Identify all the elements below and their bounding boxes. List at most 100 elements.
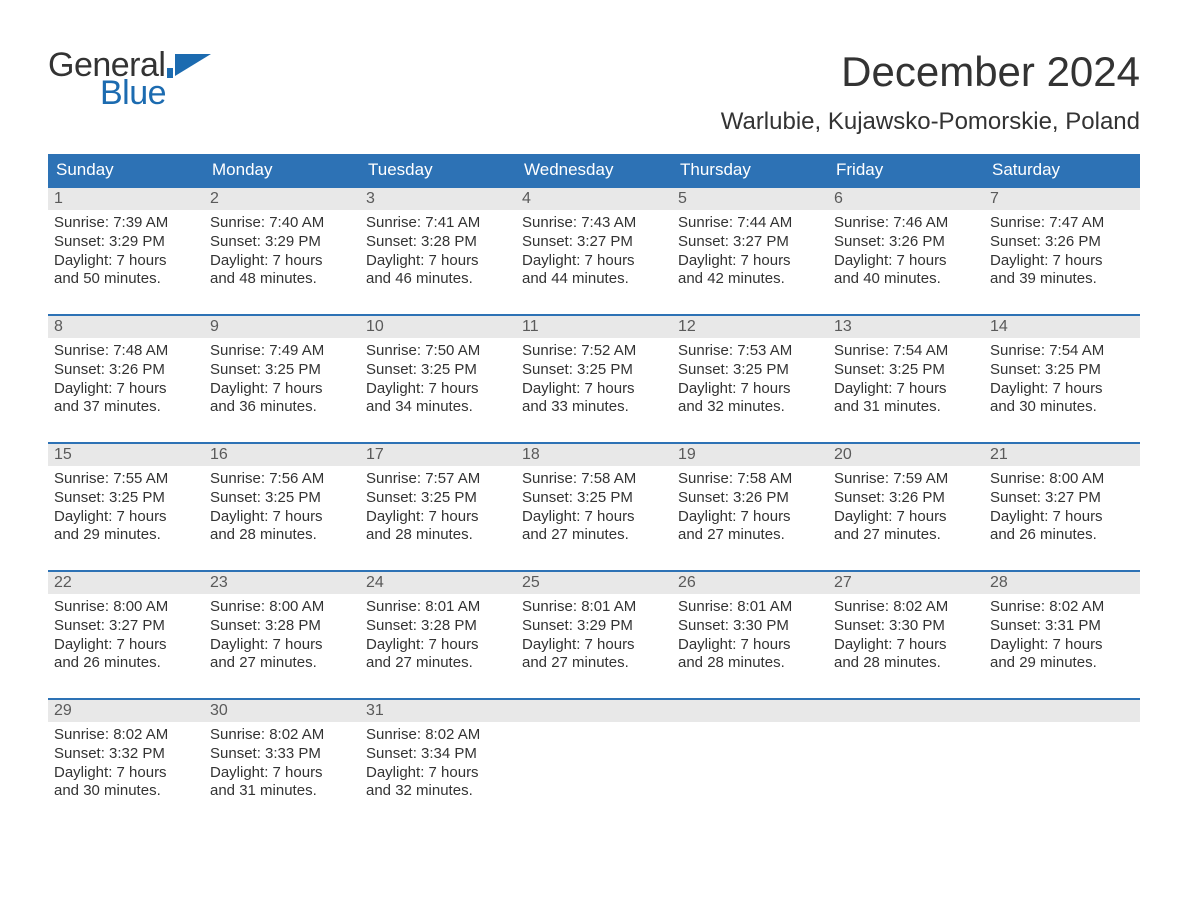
calendar-day — [516, 700, 672, 810]
day-details: Sunrise: 8:00 AMSunset: 3:27 PMDaylight:… — [984, 466, 1140, 547]
calendar-day: 13Sunrise: 7:54 AMSunset: 3:25 PMDayligh… — [828, 316, 984, 426]
day-details: Sunrise: 7:58 AMSunset: 3:25 PMDaylight:… — [516, 466, 672, 547]
daylight-line-2: and 42 minutes. — [678, 270, 822, 289]
sunrise-line: Sunrise: 7:58 AM — [678, 470, 822, 489]
calendar-day: 26Sunrise: 8:01 AMSunset: 3:30 PMDayligh… — [672, 572, 828, 682]
day-details: Sunrise: 7:40 AMSunset: 3:29 PMDaylight:… — [204, 210, 360, 291]
day-number: 6 — [828, 188, 984, 210]
sunset-line: Sunset: 3:27 PM — [990, 489, 1134, 508]
daylight-line-1: Daylight: 7 hours — [210, 636, 354, 655]
calendar-day: 9Sunrise: 7:49 AMSunset: 3:25 PMDaylight… — [204, 316, 360, 426]
daylight-line-1: Daylight: 7 hours — [366, 252, 510, 271]
sunrise-line: Sunrise: 7:52 AM — [522, 342, 666, 361]
sunrise-line: Sunrise: 8:01 AM — [522, 598, 666, 617]
sunset-line: Sunset: 3:25 PM — [678, 361, 822, 380]
daylight-line-1: Daylight: 7 hours — [834, 252, 978, 271]
calendar-day: 27Sunrise: 8:02 AMSunset: 3:30 PMDayligh… — [828, 572, 984, 682]
page-header: General Blue December 2024 Warlubie, Kuj… — [48, 48, 1140, 136]
day-number — [828, 700, 984, 722]
sunset-line: Sunset: 3:30 PM — [834, 617, 978, 636]
calendar-day: 22Sunrise: 8:00 AMSunset: 3:27 PMDayligh… — [48, 572, 204, 682]
day-details: Sunrise: 7:50 AMSunset: 3:25 PMDaylight:… — [360, 338, 516, 419]
daylight-line-2: and 50 minutes. — [54, 270, 198, 289]
sunrise-line: Sunrise: 7:49 AM — [210, 342, 354, 361]
sunrise-line: Sunrise: 7:40 AM — [210, 214, 354, 233]
daylight-line-1: Daylight: 7 hours — [834, 380, 978, 399]
dow-cell: Monday — [204, 154, 360, 186]
sunset-line: Sunset: 3:26 PM — [834, 233, 978, 252]
dow-cell: Friday — [828, 154, 984, 186]
day-number: 29 — [48, 700, 204, 722]
day-number: 17 — [360, 444, 516, 466]
sunrise-line: Sunrise: 8:00 AM — [210, 598, 354, 617]
sunrise-line: Sunrise: 8:02 AM — [834, 598, 978, 617]
sunset-line: Sunset: 3:29 PM — [54, 233, 198, 252]
calendar-day: 3Sunrise: 7:41 AMSunset: 3:28 PMDaylight… — [360, 188, 516, 298]
daylight-line-1: Daylight: 7 hours — [678, 508, 822, 527]
title-block: December 2024 Warlubie, Kujawsko-Pomorsk… — [721, 48, 1140, 136]
daylight-line-1: Daylight: 7 hours — [366, 508, 510, 527]
calendar-day: 2Sunrise: 7:40 AMSunset: 3:29 PMDaylight… — [204, 188, 360, 298]
sunset-line: Sunset: 3:25 PM — [834, 361, 978, 380]
sunset-line: Sunset: 3:30 PM — [678, 617, 822, 636]
day-number: 9 — [204, 316, 360, 338]
day-number: 21 — [984, 444, 1140, 466]
day-number: 7 — [984, 188, 1140, 210]
daylight-line-2: and 30 minutes. — [990, 398, 1134, 417]
month-title: December 2024 — [721, 48, 1140, 96]
sunrise-line: Sunrise: 7:50 AM — [366, 342, 510, 361]
day-number: 24 — [360, 572, 516, 594]
sunrise-line: Sunrise: 7:58 AM — [522, 470, 666, 489]
sunset-line: Sunset: 3:25 PM — [54, 489, 198, 508]
daylight-line-2: and 32 minutes. — [678, 398, 822, 417]
day-number: 28 — [984, 572, 1140, 594]
sunset-line: Sunset: 3:31 PM — [990, 617, 1134, 636]
dow-cell: Tuesday — [360, 154, 516, 186]
daylight-line-1: Daylight: 7 hours — [54, 252, 198, 271]
sunrise-line: Sunrise: 7:59 AM — [834, 470, 978, 489]
daylight-line-2: and 31 minutes. — [834, 398, 978, 417]
daylight-line-1: Daylight: 7 hours — [678, 636, 822, 655]
calendar-day: 28Sunrise: 8:02 AMSunset: 3:31 PMDayligh… — [984, 572, 1140, 682]
day-number: 30 — [204, 700, 360, 722]
daylight-line-2: and 27 minutes. — [522, 654, 666, 673]
sunset-line: Sunset: 3:29 PM — [522, 617, 666, 636]
daylight-line-2: and 39 minutes. — [990, 270, 1134, 289]
daylight-line-1: Daylight: 7 hours — [522, 252, 666, 271]
sunset-line: Sunset: 3:27 PM — [678, 233, 822, 252]
sunset-line: Sunset: 3:26 PM — [54, 361, 198, 380]
day-details: Sunrise: 7:53 AMSunset: 3:25 PMDaylight:… — [672, 338, 828, 419]
daylight-line-2: and 48 minutes. — [210, 270, 354, 289]
daylight-line-1: Daylight: 7 hours — [522, 636, 666, 655]
sunset-line: Sunset: 3:28 PM — [210, 617, 354, 636]
day-number: 18 — [516, 444, 672, 466]
day-number: 12 — [672, 316, 828, 338]
calendar-day: 29Sunrise: 8:02 AMSunset: 3:32 PMDayligh… — [48, 700, 204, 810]
sunrise-line: Sunrise: 7:47 AM — [990, 214, 1134, 233]
calendar-day: 31Sunrise: 8:02 AMSunset: 3:34 PMDayligh… — [360, 700, 516, 810]
day-number: 13 — [828, 316, 984, 338]
daylight-line-2: and 40 minutes. — [834, 270, 978, 289]
daylight-line-2: and 33 minutes. — [522, 398, 666, 417]
day-details: Sunrise: 7:59 AMSunset: 3:26 PMDaylight:… — [828, 466, 984, 547]
day-details: Sunrise: 7:54 AMSunset: 3:25 PMDaylight:… — [984, 338, 1140, 419]
day-details: Sunrise: 7:41 AMSunset: 3:28 PMDaylight:… — [360, 210, 516, 291]
sunset-line: Sunset: 3:26 PM — [678, 489, 822, 508]
daylight-line-2: and 44 minutes. — [522, 270, 666, 289]
daylight-line-1: Daylight: 7 hours — [210, 380, 354, 399]
day-number: 4 — [516, 188, 672, 210]
day-details: Sunrise: 7:55 AMSunset: 3:25 PMDaylight:… — [48, 466, 204, 547]
calendar-day: 5Sunrise: 7:44 AMSunset: 3:27 PMDaylight… — [672, 188, 828, 298]
day-details: Sunrise: 8:02 AMSunset: 3:31 PMDaylight:… — [984, 594, 1140, 675]
day-details: Sunrise: 7:54 AMSunset: 3:25 PMDaylight:… — [828, 338, 984, 419]
daylight-line-1: Daylight: 7 hours — [990, 636, 1134, 655]
daylight-line-1: Daylight: 7 hours — [990, 252, 1134, 271]
daylight-line-2: and 28 minutes. — [834, 654, 978, 673]
calendar-day: 12Sunrise: 7:53 AMSunset: 3:25 PMDayligh… — [672, 316, 828, 426]
sunset-line: Sunset: 3:33 PM — [210, 745, 354, 764]
day-details: Sunrise: 7:39 AMSunset: 3:29 PMDaylight:… — [48, 210, 204, 291]
daylight-line-2: and 27 minutes. — [678, 526, 822, 545]
sunrise-line: Sunrise: 8:02 AM — [54, 726, 198, 745]
day-details: Sunrise: 8:02 AMSunset: 3:32 PMDaylight:… — [48, 722, 204, 803]
sunrise-line: Sunrise: 8:01 AM — [678, 598, 822, 617]
